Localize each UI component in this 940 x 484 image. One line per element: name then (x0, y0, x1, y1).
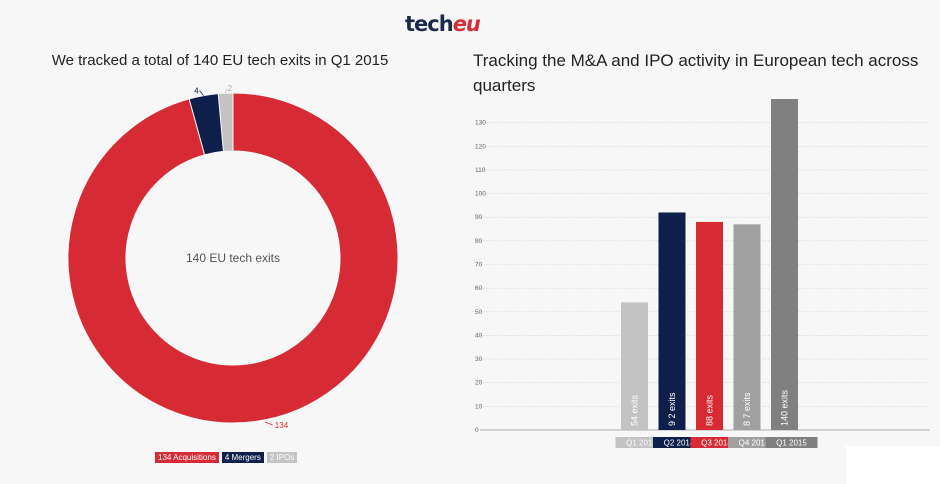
category-label-box (728, 437, 780, 448)
bar-value-label: 88 exits (705, 394, 715, 426)
category-label-box (653, 437, 705, 448)
category-label-box (690, 437, 743, 448)
bar-value-label: 54 exits (630, 394, 640, 426)
donut-slice-mergers (188, 93, 224, 156)
y-tick-label: 0 (475, 427, 479, 434)
bar-value-label: 9 2 exits (667, 392, 677, 426)
y-tick-label: 30 (475, 356, 483, 363)
legend-acquisitions: 134 Acquisitions (155, 452, 219, 463)
donut-slice-acquisitions (67, 92, 399, 424)
blank-corner (846, 446, 940, 484)
category-label: Q4 2014 (739, 439, 770, 448)
y-tick-label: 10 (475, 403, 483, 410)
slice-value-label: 4 (194, 87, 199, 96)
bar-chart: 0 10 20 30 40 50 60 70 80 90 100 110 120 130 54 exits Q… (475, 99, 930, 448)
slice-leader-line (264, 421, 273, 426)
donut-chart-title: We tracked a total of 140 EU tech exits … (51, 52, 389, 69)
donut-chart: 2 4 134 140 EU tech exits (67, 84, 399, 430)
slice-value-label: 134 (275, 421, 289, 430)
category-label: Q2 2014 (664, 439, 695, 448)
bar-q3-2014 (696, 221, 723, 430)
bar-chart-title: Tracking the M&A and IPO activity in Eur… (473, 51, 919, 95)
slice-leader-line (225, 88, 227, 94)
category-label: Q1 2015 (776, 439, 807, 448)
category-label-box (765, 437, 818, 448)
category-label-box (615, 437, 668, 448)
bar-q4-2014 (733, 224, 761, 430)
y-tick-label: 110 (475, 167, 486, 174)
donut-center-label: 140 EU tech exits (186, 251, 280, 265)
slice-value-label: 2 (228, 84, 233, 93)
slice-leader-line (199, 90, 204, 96)
legend-mergers: 4 Mergers (221, 452, 264, 463)
donut-legend: 134 Acquisitions 4 Mergers 2 IPOs (155, 452, 298, 463)
y-tick-label: 130 (475, 120, 486, 127)
y-tick-label: 50 (475, 309, 483, 316)
y-tick-label: 100 (475, 191, 486, 198)
bar-value-label: 8 7 exits (742, 392, 752, 426)
legend-ipos: 2 IPOs (266, 452, 298, 463)
y-tick-label: 80 (475, 238, 483, 245)
y-tick-label: 40 (475, 332, 483, 339)
y-tick-label: 60 (475, 285, 483, 292)
category-label: Q3 2014 (701, 439, 732, 448)
bar-value-label: 140 exits (780, 389, 790, 426)
y-tick-label: 20 (475, 380, 483, 387)
bar-q2-2014 (658, 212, 686, 430)
y-tick-label: 70 (475, 262, 483, 269)
y-tick-label: 90 (475, 214, 483, 221)
bar-q1-2014 (621, 302, 648, 430)
y-tick-label: 120 (475, 143, 486, 150)
category-label: Q1 2014 (626, 439, 657, 448)
techeu-logo: techeu (405, 12, 481, 36)
bar-q1-2015 (771, 99, 798, 430)
